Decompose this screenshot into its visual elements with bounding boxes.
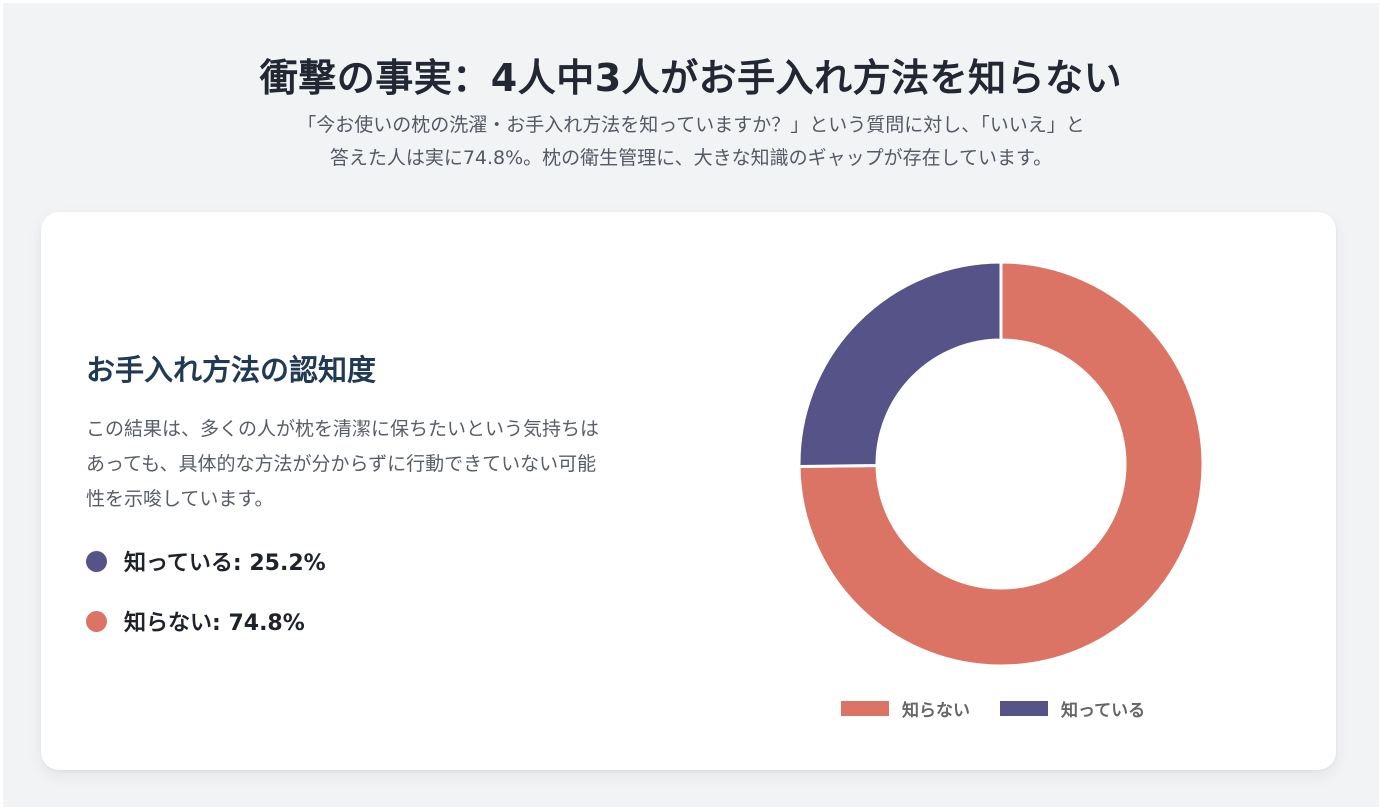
legend-label-known: 知っている — [1061, 701, 1146, 721]
section-description: この結果は、多くの人が枕を清潔に保ちたいという気持ちは あっても、具体的な方法が… — [86, 412, 686, 517]
donut-chart-svg — [797, 260, 1205, 668]
legend-item-known[interactable]: 知っている — [1000, 696, 1145, 721]
subtitle-line-2: 答えた人は実に74.8%。枕の衛生管理に、大きな知識のギャップが存在しています。 — [329, 147, 1053, 169]
donut-segment-unknown[interactable] — [797, 260, 1205, 668]
page-subtitle: 「今お使いの枕の洗濯・お手入れ方法を知っていますか？」という質問に対し、「いいえ… — [3, 109, 1379, 175]
description-line-2: あっても、具体的な方法が分からずに行動できていない可能 — [86, 453, 597, 475]
legend-label-unknown: 知らない — [902, 701, 970, 721]
legend-swatch-known-icon — [1000, 701, 1048, 716]
subtitle-line-1: 「今お使いの枕の洗濯・お手入れ方法を知っていますか？」という質問に対し、「いいえ… — [297, 114, 1085, 136]
page-title: 衝撃の事実：4人中3人がお手入れ方法を知らない — [259, 56, 1123, 100]
stat-known: 知っている: 25.2% — [86, 545, 326, 577]
donut-chart — [796, 257, 1206, 672]
chart-legend: 知らない 知っている — [841, 696, 1175, 721]
section-title: お手入れ方法の認知度 — [86, 353, 377, 387]
known-dot-icon — [86, 550, 107, 572]
legend-item-unknown[interactable]: 知らない — [841, 696, 970, 721]
unknown-dot-icon — [86, 610, 107, 632]
page-background: 衝撃の事実：4人中3人がお手入れ方法を知らない 「今お使いの枕の洗濯・お手入れ方… — [3, 3, 1379, 807]
description-line-3: 性を示唆しています。 — [86, 488, 274, 510]
stat-unknown: 知らない: 74.8% — [86, 605, 305, 637]
legend-swatch-unknown-icon — [841, 701, 889, 716]
stat-known-label: 知っている: 25.2% — [124, 551, 326, 576]
description-line-1: この結果は、多くの人が枕を清潔に保ちたいという気持ちは — [86, 418, 600, 440]
donut-segment-known[interactable] — [797, 260, 1003, 469]
stat-unknown-label: 知らない: 74.8% — [124, 611, 305, 636]
chart-card: お手入れ方法の認知度 この結果は、多くの人が枕を清潔に保ちたいという気持ちは あ… — [41, 212, 1336, 770]
